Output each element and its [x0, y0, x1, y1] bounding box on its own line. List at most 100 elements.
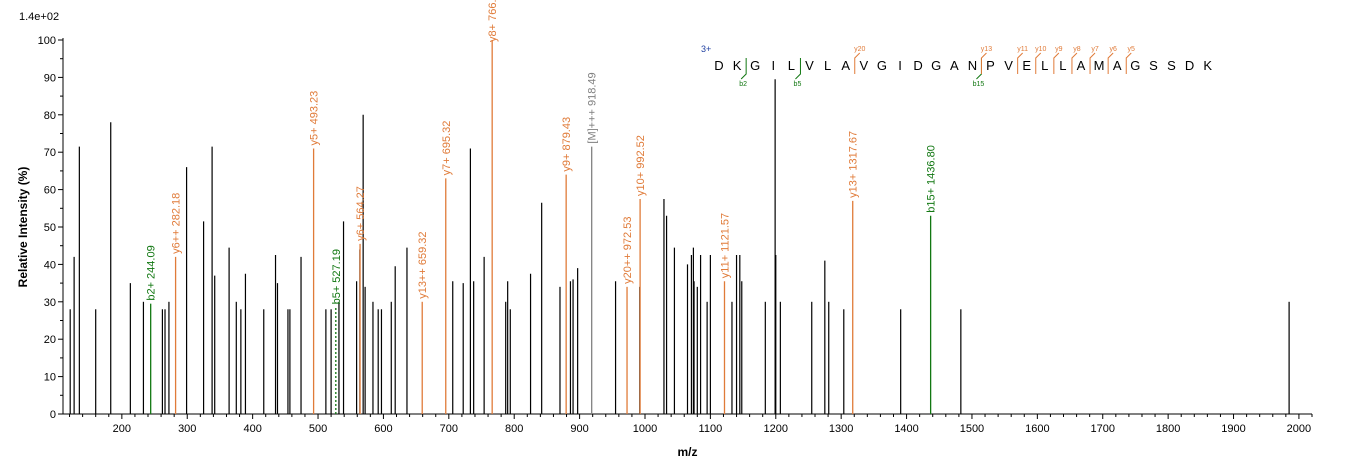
x-tick-label: 700 [440, 423, 458, 435]
x-axis-title: m/z [677, 445, 697, 459]
peaks [69, 40, 1290, 414]
sequence-residue: P [986, 58, 995, 73]
y-ion-cleavage-mark [1017, 52, 1024, 74]
sequence-residue: I [771, 58, 775, 73]
y-tick-label: 40 [44, 259, 56, 271]
y-ion-mark-label: y20 [854, 46, 865, 53]
b-ion-mark-label: b15 [973, 81, 985, 88]
axes: 200 300 400 500 600 700 800 900 1000 1100 1200 1300… [16, 11, 1313, 459]
y-ion-peak-label: y10+ 992.52 [635, 135, 647, 196]
sequence-residue: N [968, 58, 977, 73]
sequence-residue: L [1059, 58, 1066, 73]
x-tick-label: 1400 [894, 423, 918, 435]
x-tick-label: 500 [309, 423, 327, 435]
y-ion-mark-label: y11 [1017, 46, 1028, 53]
x-tick-label: 400 [243, 423, 261, 435]
sequence-residue: L [788, 58, 795, 73]
sequence-residue: D [913, 58, 922, 73]
y-ion-peak-label: y5+ 493.23 [309, 91, 321, 146]
sequence-residue: G [1130, 58, 1140, 73]
b-ion-peak-label: b2+ 244.09 [146, 245, 158, 300]
y-ion-cleavage-mark [1035, 52, 1042, 74]
x-tick-label: 900 [570, 423, 588, 435]
sequence-residue: M [1094, 58, 1105, 73]
intensity-scale-label: 1.4e+02 [19, 11, 59, 23]
y-ion-peak-label: y20++ 972.53 [622, 217, 634, 284]
y-ion-cleavage-mark [1071, 52, 1078, 74]
sequence-residue: V [1004, 58, 1013, 73]
sequence-residue: E [1022, 58, 1031, 73]
b-ion-peak-label: b15+ 1436.80 [926, 145, 938, 213]
x-tick-label: 1900 [1221, 423, 1245, 435]
x-tick-label: 1300 [829, 423, 853, 435]
y-ion-cleavage-mark [1053, 52, 1060, 74]
peak-labels: b2+ 244.09 b5+ 527.19 b15+ 1436.80 y6++ 282… [146, 0, 938, 304]
sequence-residue: A [841, 58, 850, 73]
sequence-residue: A [1113, 58, 1122, 73]
sequence-residue: V [805, 58, 814, 73]
y-tick-label: 90 [44, 72, 56, 84]
charge-state: 3+ [701, 44, 711, 54]
y-ion-cleavage-mark [1089, 52, 1096, 74]
b-ion-peak-label: b5+ 527.19 [331, 249, 343, 304]
sequence-residue: I [898, 58, 902, 73]
x-tick-label: 2000 [1287, 423, 1311, 435]
y-tick-label: 50 [44, 222, 56, 234]
y-ion-mark-label: y8 [1073, 46, 1081, 53]
sequence-residue: A [950, 58, 959, 73]
b-ion-cleavage-mark [795, 58, 801, 80]
y-ion-peak-label: y8+ 766.3 [487, 0, 499, 42]
x-tick-label: 300 [178, 423, 196, 435]
y-tick-label: 60 [44, 185, 56, 197]
y-ion-cleavage-mark [1125, 52, 1132, 74]
sequence-residue: L [1041, 58, 1048, 73]
y-ion-peak-label: y13++ 659.32 [417, 232, 429, 299]
sequence-residue: K [1203, 58, 1212, 73]
y-tick-label: 80 [44, 110, 56, 122]
x-tick-label: 800 [505, 423, 523, 435]
y-ion-mark-label: y10 [1035, 46, 1046, 53]
b-ion-cleavage-mark [740, 58, 747, 80]
sequence-residue: L [824, 58, 831, 73]
y-ion-mark-label: y7 [1091, 46, 1099, 53]
y-ion-cleavage-mark [854, 52, 861, 74]
y-ion-mark-label: y5 [1128, 46, 1136, 53]
y-ion-peak-label: y11+ 1121.57 [719, 213, 731, 278]
y-ion-peak-label: y9+ 879.43 [561, 117, 573, 172]
x-tick-label: 1700 [1091, 423, 1115, 435]
y-ion-peak-label: y6++ 282.18 [171, 193, 183, 254]
sequence-residue: D [1185, 58, 1194, 73]
sequence-residue: S [1149, 58, 1158, 73]
sequence-residue: A [1077, 58, 1086, 73]
b-ion-mark-label: b2 [739, 81, 747, 88]
sequence-residue: D [714, 58, 723, 73]
y-tick-label: 30 [44, 297, 56, 309]
x-tick-label: 600 [374, 423, 392, 435]
sequence-annotation: 3+D K G I L V L A V G I D G A N P V E L L A M A G S S D Kb2 b5 b15y20… [701, 44, 1212, 88]
y-ion-mark-label: y6 [1109, 46, 1117, 53]
x-tick-label: 1200 [764, 423, 788, 435]
x-tick-label: 1000 [633, 423, 657, 435]
y-ion-mark-label: y13 [981, 46, 992, 53]
sequence-residue: K [733, 58, 742, 73]
sequence-residue: S [1167, 58, 1176, 73]
precursor-peak-label: [M]+++ 918.49 [587, 72, 599, 143]
y-ion-cleavage-mark [980, 52, 987, 74]
sequence-residue: G [750, 58, 760, 73]
b-ion-cleavage-mark [976, 58, 982, 80]
y-tick-label: 100 [38, 35, 56, 47]
b-ion-mark-label: b5 [794, 81, 802, 88]
y-ion-peak-label: y7+ 695.32 [441, 121, 453, 176]
y-ion-peak-label: y13+ 1317.67 [848, 131, 860, 198]
y-tick-label: 70 [44, 147, 56, 159]
y-tick-label: 20 [44, 334, 56, 346]
y-axis-title: Relative Intensity (%) [16, 167, 30, 288]
sequence-residue: V [859, 58, 868, 73]
y-ion-peak-label: y6+ 564.27 [355, 186, 367, 241]
x-tick-label: 1800 [1156, 423, 1180, 435]
y-ion-cleavage-mark [1107, 52, 1114, 74]
y-ion-mark-label: y9 [1055, 46, 1063, 53]
sequence-residue: G [931, 58, 941, 73]
x-tick-label: 1600 [1025, 423, 1049, 435]
